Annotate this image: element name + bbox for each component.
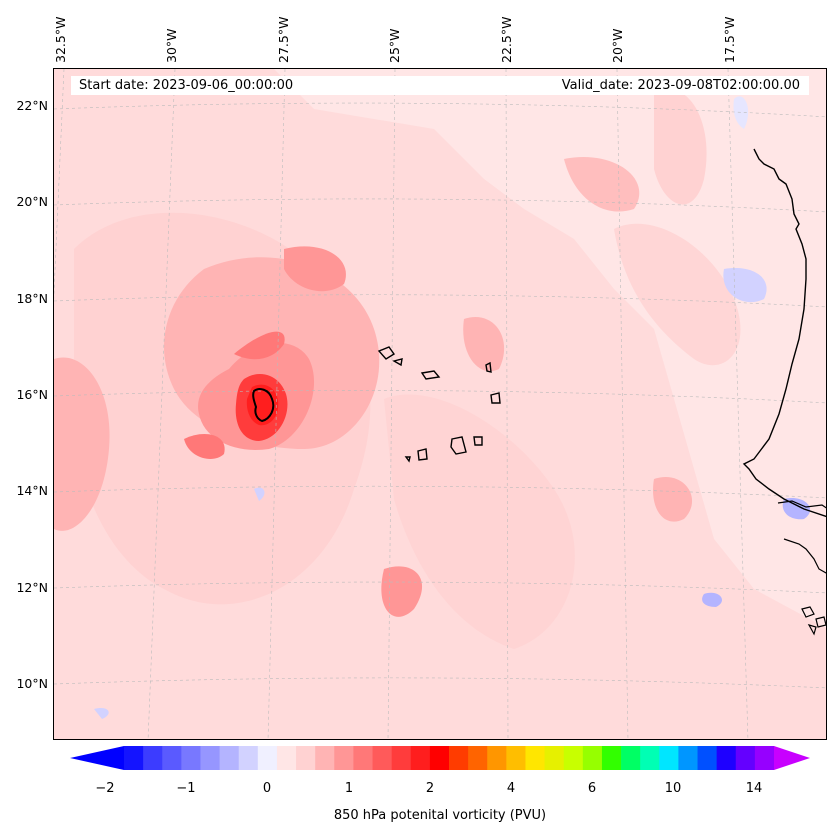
colorbar-tick: 0 [262, 781, 272, 796]
colorbar-cell [391, 746, 412, 770]
lat-label-14n: 14°N [16, 483, 48, 498]
colorbar-cell [640, 746, 660, 770]
colorbar-cell [429, 746, 450, 770]
lon-label-20w: 20°W [610, 28, 625, 63]
colorbar-label: 850 hPa potenital vorticity (PVU) [333, 808, 547, 823]
colorbar-cell [506, 746, 526, 770]
colorbar-tick: −1 [176, 781, 196, 796]
colorbar-cell [659, 746, 679, 770]
start-date-label: Start date: 2023-09-06_00:00:00 [79, 78, 294, 93]
colorbar-tick: 1 [344, 781, 354, 796]
colorbar-cell [468, 746, 488, 770]
colorbar-cell [487, 746, 507, 770]
date-bar [71, 76, 809, 95]
lat-label-16n: 16°N [16, 387, 48, 402]
lat-label-18n: 18°N [16, 291, 48, 306]
lon-label-22-5w: 22.5°W [499, 16, 514, 63]
colorbar-cell [410, 746, 431, 770]
colorbar-cell [162, 746, 182, 770]
colorbar-cell [735, 746, 756, 770]
map-panel[interactable] [53, 68, 827, 740]
colorbar-cell [582, 746, 603, 770]
colorbar-tick: −2 [95, 781, 115, 796]
colorbar-cell [544, 746, 565, 770]
colorbar-cell [334, 746, 354, 770]
colorbar-cell [563, 746, 584, 770]
guinea-coast [783, 538, 826, 574]
colorbar-tick: 10 [664, 781, 682, 796]
lat-label-22n: 22°N [16, 98, 48, 113]
colorbar-cell [296, 746, 316, 770]
pv-negative-regions [94, 96, 811, 719]
gambia-coast [777, 500, 826, 509]
colorbar-cell [716, 746, 737, 770]
colorbar [70, 746, 810, 770]
colorbar-tick: 6 [587, 781, 597, 796]
africa-coastline [742, 148, 826, 518]
colorbar-cell [238, 746, 259, 770]
lon-label-32-5w: 32.5°W [53, 16, 68, 63]
lon-label-27-5w: 27.5°W [276, 16, 291, 63]
colorbar-tick: 2 [425, 781, 435, 796]
colorbar-cell [219, 746, 240, 770]
colorbar-cell [143, 746, 163, 770]
lat-label-20n: 20°N [16, 194, 48, 209]
colorbar-cell [678, 746, 698, 770]
valid-date-label: Valid_date: 2023-09-08T02:00:00.00 [561, 78, 800, 93]
colorbar-cell [754, 746, 775, 770]
cape-verde-islands [377, 346, 501, 463]
colorbar-cell [257, 746, 278, 770]
lon-label-17-5w: 17.5°W [722, 16, 737, 63]
colorbar-cell [181, 746, 201, 770]
lat-label-10n: 10°N [16, 676, 48, 691]
lon-label-30w: 30°W [164, 28, 179, 63]
gridlines [54, 69, 826, 739]
colorbar-cells [124, 746, 775, 770]
colorbar-tick: 4 [506, 781, 516, 796]
colorbar-tick: 14 [745, 781, 763, 796]
colorbar-cell [372, 746, 393, 770]
lon-label-25w: 25°W [387, 28, 402, 63]
colorbar-under-triangle [70, 746, 124, 770]
bijagos-islands [801, 606, 826, 636]
colorbar-cell [601, 746, 622, 770]
colorbar-cell [276, 746, 297, 770]
lat-label-12n: 12°N [16, 580, 48, 595]
colorbar-cell [200, 746, 220, 770]
colorbar-cell [353, 746, 373, 770]
colorbar-cell [124, 746, 144, 770]
pv-light-regions [54, 69, 826, 739]
colorbar-cell [525, 746, 545, 770]
colorbar-cell [315, 746, 335, 770]
vortex-contour [252, 388, 275, 423]
colorbar-cell [697, 746, 718, 770]
pv-field-map [54, 69, 826, 739]
colorbar-cell [621, 746, 641, 770]
colorbar-over-triangle [774, 746, 810, 770]
colorbar-cell [449, 746, 469, 770]
